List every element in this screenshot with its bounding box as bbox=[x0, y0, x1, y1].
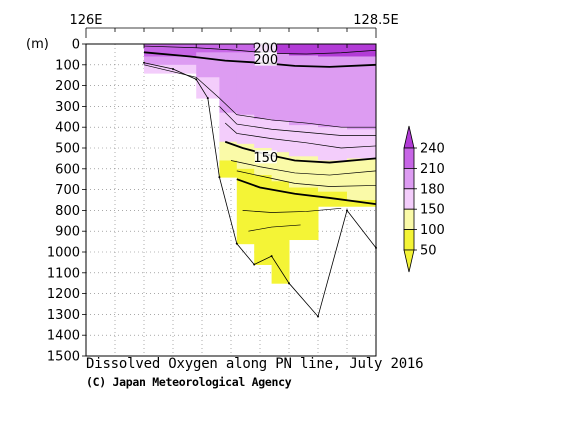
bottom-profile-point bbox=[195, 78, 198, 81]
oxygen-cell bbox=[254, 175, 273, 265]
contour-180 bbox=[143, 64, 376, 128]
y-tick-label: 1400 bbox=[47, 329, 80, 344]
y-tick-label: 1100 bbox=[47, 266, 80, 281]
y-tick-label: 0 bbox=[72, 38, 80, 53]
oxygen-cell bbox=[347, 56, 377, 130]
contour-110 bbox=[236, 170, 377, 187]
y-axis-unit: (m) bbox=[26, 37, 49, 52]
bottom-profile-point bbox=[143, 61, 145, 64]
oxygen-cell bbox=[271, 53, 290, 122]
bottom-profile-point bbox=[346, 209, 348, 212]
oxygen-cell bbox=[318, 127, 348, 161]
bottom-profile-point bbox=[317, 315, 319, 318]
oxygen-cell bbox=[219, 44, 238, 53]
credit-text: (C) Japan Meteorological Agency bbox=[86, 375, 292, 389]
contour-80 bbox=[242, 207, 342, 213]
x-axis-left-label: 126E bbox=[69, 13, 102, 28]
oxygen-cell bbox=[318, 160, 348, 193]
oxygen-cell bbox=[144, 56, 197, 66]
oxygen-cell bbox=[219, 112, 238, 143]
contour-label-bg bbox=[254, 41, 277, 55]
oxygen-cell bbox=[219, 160, 238, 178]
oxygen-cell bbox=[219, 141, 238, 161]
legend-level-label: 240 bbox=[420, 142, 445, 157]
legend-level-label: 180 bbox=[420, 182, 445, 197]
plot-frame bbox=[85, 43, 377, 357]
axes: 126E 128.5E 0 100 200 300 400 500 600 700 800 900 10… bbox=[26, 13, 399, 365]
contour-150 bbox=[224, 140, 377, 164]
contour-100 bbox=[236, 178, 377, 206]
oxygen-cell bbox=[271, 120, 290, 153]
oxygen-cell bbox=[318, 56, 348, 128]
oxygen-cell bbox=[219, 52, 238, 114]
oxygen-cell bbox=[347, 200, 377, 207]
oxygen-cell bbox=[289, 44, 319, 56]
contour-label-bg bbox=[254, 52, 277, 66]
bottom-profile-point bbox=[218, 176, 221, 179]
bottom-profile-point bbox=[172, 67, 174, 70]
bottom-profile-point bbox=[288, 282, 290, 285]
y-tick-label: 200 bbox=[55, 79, 80, 94]
legend-band bbox=[403, 147, 415, 169]
y-tick-label: 800 bbox=[55, 204, 80, 219]
y-tick-label: 500 bbox=[55, 142, 80, 157]
legend-band bbox=[403, 167, 415, 190]
contour-label: 200 bbox=[253, 53, 278, 68]
contour-130 bbox=[230, 160, 377, 176]
y-tick-label: 600 bbox=[55, 162, 80, 177]
y-tick-label: 400 bbox=[55, 121, 80, 136]
oxygen-cell bbox=[347, 129, 377, 159]
legend-arrow-bottom bbox=[403, 249, 415, 273]
oxygen-cell bbox=[318, 44, 348, 57]
oxygen-cell bbox=[347, 158, 377, 201]
legend-band bbox=[403, 229, 415, 251]
legend-level-label: 100 bbox=[420, 223, 445, 238]
y-tick-label: 900 bbox=[55, 225, 80, 240]
bottom-profile-point bbox=[206, 97, 209, 100]
legend-level-label: 50 bbox=[420, 244, 437, 259]
contour-160 bbox=[224, 122, 377, 149]
y-tick-label: 700 bbox=[55, 183, 80, 198]
oxygen-cell bbox=[236, 52, 255, 116]
oxygen-cell bbox=[236, 44, 255, 53]
bottom-profile-point bbox=[235, 242, 238, 245]
contour-170 bbox=[219, 106, 376, 136]
y-tick-label: 100 bbox=[55, 58, 80, 73]
oxygen-cell bbox=[236, 114, 255, 145]
oxygen-cell bbox=[196, 52, 220, 78]
oxygen-cell bbox=[271, 181, 290, 284]
contour-label-bg bbox=[254, 150, 277, 164]
y-tick-label: 1300 bbox=[47, 308, 80, 323]
y-tick-label: 1500 bbox=[47, 350, 80, 365]
legend-level-label: 150 bbox=[420, 203, 445, 218]
x-axis-right-label: 128.5E bbox=[353, 13, 398, 28]
bottom-profile-point bbox=[270, 255, 273, 258]
oxygen-cell bbox=[144, 64, 197, 74]
legend-level-label: 210 bbox=[420, 162, 445, 177]
contour-label: 150 bbox=[253, 151, 278, 166]
oxygen-cell bbox=[271, 44, 290, 54]
legend-band bbox=[403, 208, 415, 230]
bottom-profile-point bbox=[253, 263, 256, 266]
chart-title: Dissolved Oxygen along PN line, July 201… bbox=[86, 356, 424, 372]
contour-70 bbox=[248, 224, 301, 232]
oxygen-cell bbox=[254, 52, 273, 120]
legend-arrow-top bbox=[403, 125, 415, 149]
oxygen-cell bbox=[254, 118, 273, 149]
y-tick-label: 300 bbox=[55, 100, 80, 115]
bottom-profile-line bbox=[143, 62, 377, 318]
oxygen-cell bbox=[236, 168, 255, 245]
y-tick-label: 1200 bbox=[47, 287, 80, 302]
y-tick-label: 1000 bbox=[47, 246, 80, 261]
legend-band bbox=[403, 188, 415, 210]
color-legend: 240 210 180 150 100 50 bbox=[403, 125, 445, 273]
oxygen-cell bbox=[347, 44, 377, 57]
